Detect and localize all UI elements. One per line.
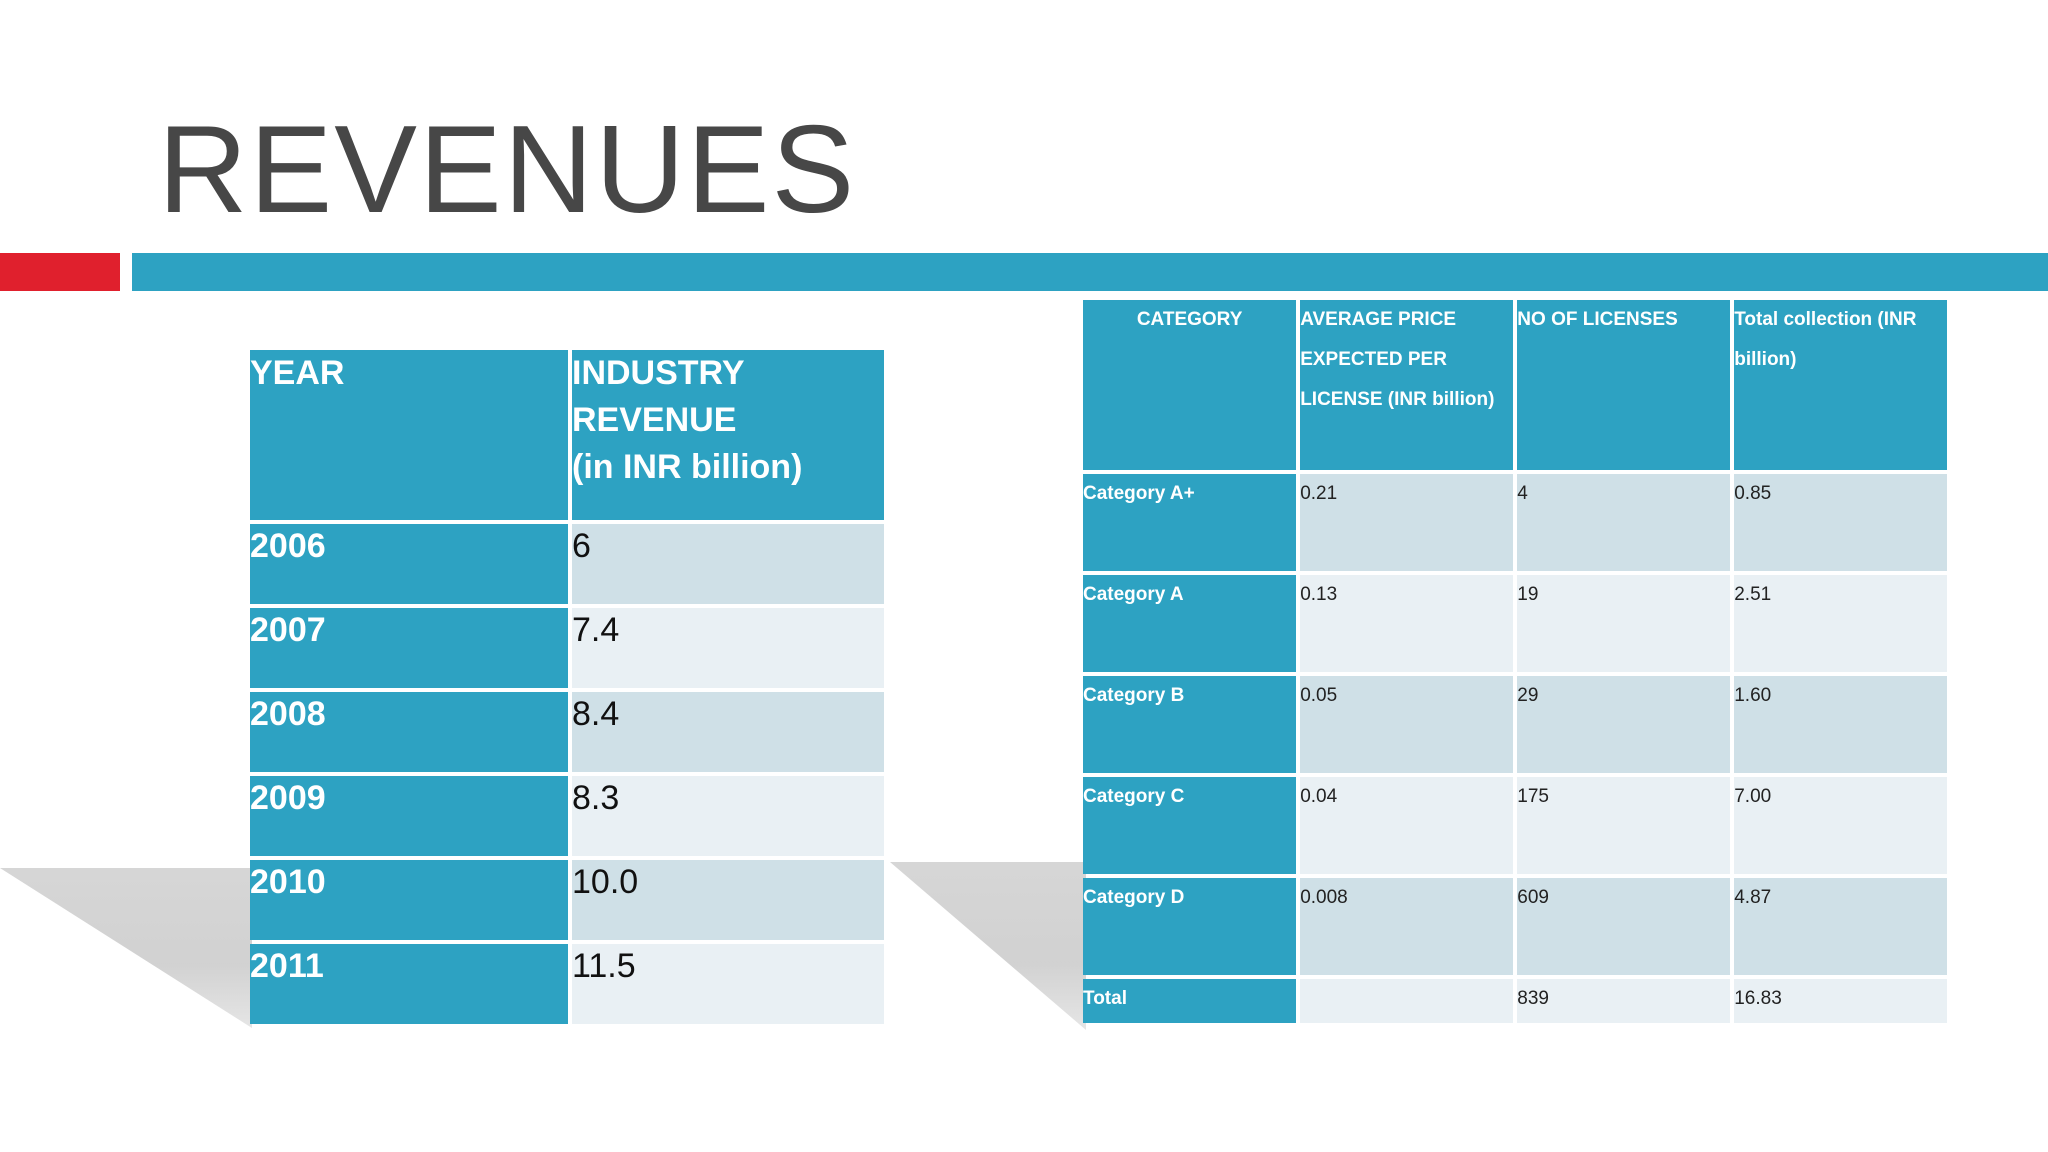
year-cell: 2006 — [250, 524, 568, 604]
total-row: Total 839 16.83 — [1083, 979, 1947, 1023]
table-row: 2006 6 — [250, 524, 884, 604]
licenses-cell: 175 — [1517, 777, 1731, 874]
table-shadow-left — [0, 868, 252, 1028]
table-row: 2008 8.4 — [250, 692, 884, 772]
revenue-header-line2: REVENUE — [572, 401, 737, 439]
revenue-table: YEAR INDUSTRY REVENUE (in INR billion) 2… — [246, 346, 888, 1028]
accent-bar-red — [0, 253, 120, 291]
total-collection-cell: 1.60 — [1734, 676, 1947, 773]
accent-bar-blue — [132, 253, 2048, 291]
category-cell: Category A — [1083, 575, 1297, 672]
avg-price-cell: 0.04 — [1300, 777, 1514, 874]
revenue-header: INDUSTRY REVENUE (in INR billion) — [572, 350, 884, 520]
total-collection-cell: 0.85 — [1734, 474, 1947, 571]
table-row: 2010 10.0 — [250, 860, 884, 940]
avg-price-header: AVERAGE PRICE EXPECTED PER LICENSE (INR … — [1300, 300, 1514, 470]
revenue-cell: 8.4 — [572, 692, 884, 772]
category-cell: Category A+ — [1083, 474, 1297, 571]
year-cell: 2009 — [250, 776, 568, 856]
licenses-cell: 19 — [1517, 575, 1731, 672]
year-header: YEAR — [250, 350, 568, 520]
table-row: Category D 0.008 609 4.87 — [1083, 878, 1947, 975]
year-cell: 2011 — [250, 944, 568, 1024]
revenue-cell: 6 — [572, 524, 884, 604]
avg-price-cell: 0.13 — [1300, 575, 1514, 672]
table-row: Category C 0.04 175 7.00 — [1083, 777, 1947, 874]
licenses-header: NO OF LICENSES — [1517, 300, 1731, 470]
revenue-table-header-row: YEAR INDUSTRY REVENUE (in INR billion) — [250, 350, 884, 520]
table-row: Category A 0.13 19 2.51 — [1083, 575, 1947, 672]
year-cell: 2010 — [250, 860, 568, 940]
total-label-cell: Total — [1083, 979, 1297, 1023]
licenses-cell: 609 — [1517, 878, 1731, 975]
year-cell: 2007 — [250, 608, 568, 688]
total-licenses-cell: 839 — [1517, 979, 1731, 1023]
revenue-cell: 11.5 — [572, 944, 884, 1024]
table-row: Category A+ 0.21 4 0.85 — [1083, 474, 1947, 571]
total-collection-header-line2: billion) — [1734, 349, 1797, 370]
revenue-header-line1: INDUSTRY — [572, 354, 745, 392]
total-collection-header-line1: Total collection (INR — [1734, 309, 1917, 330]
revenue-cell: 10.0 — [572, 860, 884, 940]
table-shadow-right — [890, 862, 1086, 1030]
table-row: 2009 8.3 — [250, 776, 884, 856]
total-collection-cell: 7.00 — [1734, 777, 1947, 874]
table-row: 2007 7.4 — [250, 608, 884, 688]
total-collection-sum-cell: 16.83 — [1734, 979, 1947, 1023]
avg-price-header-line2: EXPECTED PER — [1300, 349, 1447, 370]
revenue-cell: 7.4 — [572, 608, 884, 688]
license-table: CATEGORY AVERAGE PRICE EXPECTED PER LICE… — [1079, 296, 1951, 1027]
total-collection-cell: 2.51 — [1734, 575, 1947, 672]
license-table-header-row: CATEGORY AVERAGE PRICE EXPECTED PER LICE… — [1083, 300, 1947, 470]
avg-price-cell: 0.008 — [1300, 878, 1514, 975]
revenue-header-line3: (in INR billion) — [572, 448, 803, 486]
slide-title: REVENUES — [158, 101, 857, 239]
total-collection-cell: 4.87 — [1734, 878, 1947, 975]
total-collection-header: Total collection (INR billion) — [1734, 300, 1947, 470]
licenses-cell: 4 — [1517, 474, 1731, 571]
table-row: 2011 11.5 — [250, 944, 884, 1024]
revenue-cell: 8.3 — [572, 776, 884, 856]
avg-price-header-line3: LICENSE (INR billion) — [1300, 389, 1495, 410]
avg-price-cell: 0.21 — [1300, 474, 1514, 571]
total-avg-price-cell — [1300, 979, 1514, 1023]
year-cell: 2008 — [250, 692, 568, 772]
category-cell: Category D — [1083, 878, 1297, 975]
category-header: CATEGORY — [1083, 300, 1297, 470]
licenses-cell: 29 — [1517, 676, 1731, 773]
category-cell: Category B — [1083, 676, 1297, 773]
avg-price-cell: 0.05 — [1300, 676, 1514, 773]
category-cell: Category C — [1083, 777, 1297, 874]
table-row: Category B 0.05 29 1.60 — [1083, 676, 1947, 773]
avg-price-header-line1: AVERAGE PRICE — [1300, 309, 1457, 330]
